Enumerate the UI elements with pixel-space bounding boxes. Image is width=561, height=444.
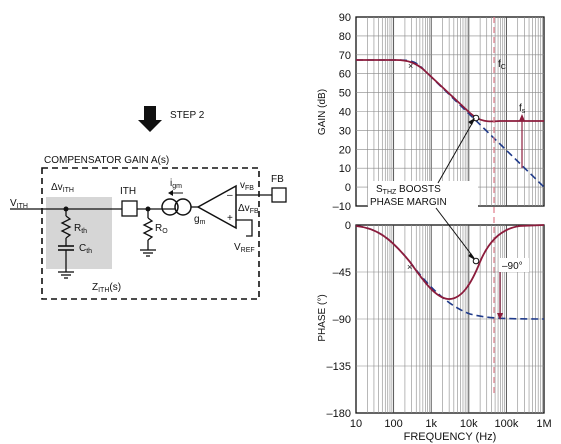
vith-label: VITH (10, 198, 28, 210)
x-tick-label: 1M (536, 418, 551, 430)
y-tick-label: 80 (339, 31, 351, 43)
compensator-box (41, 167, 260, 300)
gm-amplifier (196, 184, 237, 230)
callout-pointer-head (468, 253, 475, 260)
x-tick-label: 100k (494, 418, 518, 430)
gain-crossover-marker (472, 114, 480, 122)
x-tick-label: 10k (460, 418, 478, 430)
gain-ylabel: GAIN (dB) (317, 89, 328, 135)
phase-annotation-arrow-head (497, 313, 503, 320)
callout-box (368, 181, 478, 209)
delta-vith-label: ΔvITH (51, 182, 74, 194)
ro-label: RO (155, 223, 168, 235)
ground-icon (58, 271, 74, 279)
callout-line2: PHASE MARGIN (370, 197, 447, 208)
delta-vfb-label: ΔvFB (238, 203, 259, 215)
gain-boosted-curve (356, 59, 544, 123)
phase-yticks: 0 –45 –90 –135 –180 (327, 220, 351, 420)
phase-ylabel: PHASE (°) (317, 294, 328, 341)
ro-resistor (142, 217, 154, 241)
phase-annotation-box (499, 258, 529, 272)
phase-uncompensated-curve (355, 225, 545, 320)
y-tick-label: 90 (339, 12, 351, 24)
gain-grid (356, 17, 544, 206)
x-axis-label: FREQUENCY (Hz) (404, 431, 497, 443)
phase-plot: 0 –45 –90 –135 –180 PHASE (°) × –90° (317, 220, 545, 420)
x-ticks: 10 100 1k 10k 100k 1M (350, 418, 552, 430)
gm-label: gm (194, 214, 206, 226)
current-source-icon (161, 198, 179, 216)
gain-plot: 90 80 70 60 50 40 30 20 10 0 –10 GAIN (dB) × fC fs (317, 12, 545, 394)
vfb-label: vFB (240, 180, 254, 192)
y-tick-label: 20 (339, 144, 351, 156)
phase-cross-marker: × (407, 262, 412, 272)
ground-icon (140, 249, 156, 257)
y-tick-label: 0 (345, 220, 351, 232)
y-tick-label: –135 (327, 361, 351, 373)
step-arrow-icon (138, 106, 162, 132)
ith-pin-label: ITH (120, 186, 136, 197)
y-tick-label: –90 (333, 314, 351, 326)
y-tick-label: –10 (333, 201, 351, 213)
step-label: STEP 2 (170, 110, 205, 121)
gain-yticks: 90 80 70 60 50 40 30 20 10 0 –10 (333, 12, 351, 213)
amp-minus-label: – (227, 190, 233, 201)
vref-label: VREF (234, 242, 255, 254)
fb-pin-label: FB (271, 174, 284, 185)
y-tick-label: –180 (327, 408, 351, 420)
compensator-title: COMPENSATOR GAIN A(s) (44, 155, 169, 166)
y-tick-label: 10 (339, 163, 351, 175)
cth-label: Cth (79, 243, 92, 255)
phase-boosted-curve (355, 224, 545, 300)
fb-pin (271, 187, 287, 203)
fs-label: fs (519, 103, 526, 115)
igm-label: igm (170, 178, 182, 190)
y-tick-label: 60 (339, 69, 351, 81)
fs-arrow-head (519, 114, 525, 121)
gain-cross-marker: × (408, 61, 413, 71)
callout-line1: STHZ BOOSTS (376, 184, 441, 196)
schematic: STEP 2 COMPENSATOR GAIN A(s) VITH ΔvITH … (10, 106, 287, 300)
x-tick-label: 100 (384, 418, 402, 430)
y-tick-label: 50 (339, 88, 351, 100)
y-tick-label: 0 (345, 182, 351, 194)
x-tick-label: 10 (350, 418, 362, 430)
phase-annotation: –90° (502, 261, 523, 272)
y-tick-label: 40 (339, 107, 351, 119)
vref-wire (236, 219, 253, 237)
x-tick-label: 1k (425, 418, 437, 430)
rth-label: Rth (74, 223, 87, 235)
igm-arrow-head (168, 190, 173, 196)
y-tick-label: 70 (339, 50, 351, 62)
callout-pointer-head (468, 118, 475, 125)
rth-resistor (60, 215, 72, 239)
callout: STHZ BOOSTS PHASE MARGIN (368, 118, 478, 260)
y-tick-label: –45 (333, 267, 351, 279)
fc-label: fC (498, 59, 506, 71)
zith-label: ZITH(s) (92, 282, 121, 294)
callout-pointer (435, 207, 475, 259)
ith-pin (121, 200, 138, 217)
callout-pointer (437, 119, 475, 184)
y-tick-label: 30 (339, 125, 351, 137)
amp-plus-label: + (227, 213, 233, 224)
